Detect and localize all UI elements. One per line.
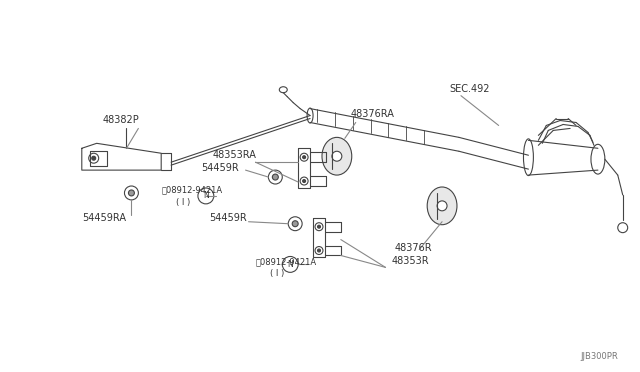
Text: 48376RA: 48376RA	[351, 109, 395, 119]
Circle shape	[89, 153, 99, 163]
Circle shape	[124, 186, 138, 200]
Circle shape	[317, 249, 321, 252]
Ellipse shape	[322, 137, 352, 175]
Circle shape	[303, 156, 306, 159]
Text: 48353RA: 48353RA	[213, 150, 257, 160]
Circle shape	[292, 221, 298, 227]
Circle shape	[273, 174, 278, 180]
Text: 48376R: 48376R	[394, 243, 432, 253]
Ellipse shape	[279, 87, 287, 93]
Circle shape	[300, 153, 308, 161]
Text: JJB300PR: JJB300PR	[580, 352, 618, 361]
Text: 48353R: 48353R	[392, 256, 429, 266]
Circle shape	[437, 201, 447, 211]
Ellipse shape	[591, 144, 605, 174]
Ellipse shape	[427, 187, 457, 225]
Circle shape	[315, 247, 323, 254]
Text: ⓝ08912-9421A: ⓝ08912-9421A	[161, 186, 222, 195]
Text: N: N	[203, 192, 209, 201]
Ellipse shape	[524, 139, 533, 176]
Circle shape	[303, 180, 306, 183]
Ellipse shape	[525, 155, 531, 170]
Circle shape	[129, 190, 134, 196]
Text: 48382P: 48382P	[102, 115, 140, 125]
Text: ( I ): ( I )	[176, 198, 190, 207]
Circle shape	[92, 156, 96, 160]
Ellipse shape	[307, 108, 313, 123]
Circle shape	[300, 177, 308, 185]
Text: 54459R: 54459R	[201, 163, 239, 173]
Circle shape	[198, 188, 214, 204]
Circle shape	[618, 223, 628, 232]
Text: ⓝ08912-9421A: ⓝ08912-9421A	[255, 257, 317, 266]
Circle shape	[317, 225, 321, 228]
Text: N: N	[287, 260, 293, 269]
Circle shape	[315, 223, 323, 231]
Circle shape	[282, 256, 298, 272]
Circle shape	[268, 170, 282, 184]
Text: ( I ): ( I )	[270, 269, 285, 278]
Text: 54459RA: 54459RA	[82, 213, 126, 223]
Text: 54459R: 54459R	[209, 213, 246, 223]
Circle shape	[332, 151, 342, 161]
Text: SEC.492: SEC.492	[449, 84, 490, 94]
Circle shape	[288, 217, 302, 231]
